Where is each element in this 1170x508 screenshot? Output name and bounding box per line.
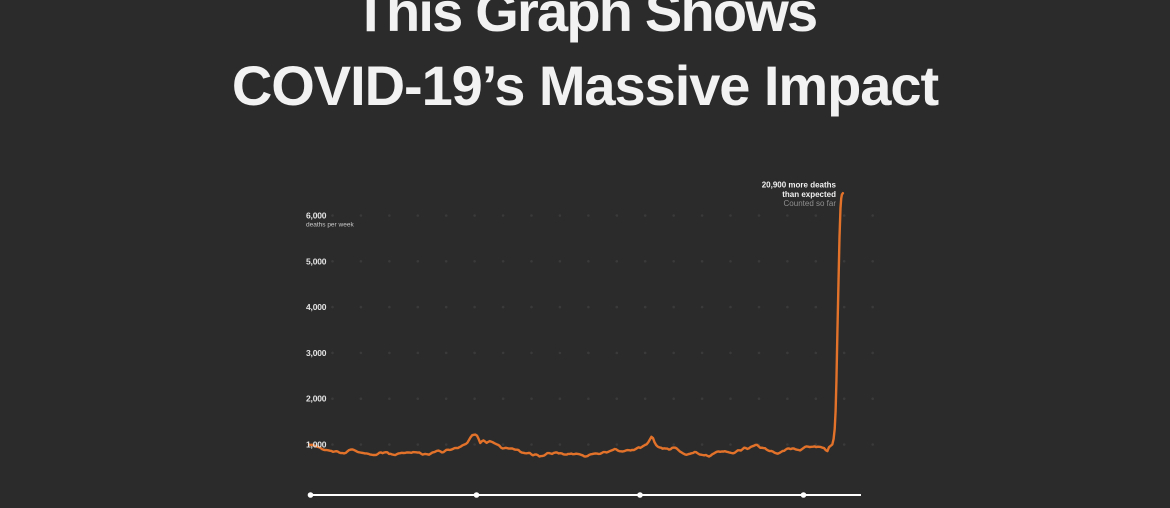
svg-text:than expected: than expected	[782, 190, 836, 199]
svg-text:3,000: 3,000	[306, 348, 327, 358]
svg-text:6,000: 6,000	[306, 211, 327, 221]
svg-text:deaths per week: deaths per week	[306, 222, 354, 229]
svg-text:20,900 more deaths: 20,900 more deaths	[762, 181, 837, 190]
svg-text:4,000: 4,000	[306, 302, 327, 312]
svg-text:Counted so far: Counted so far	[784, 199, 837, 208]
svg-text:2,000: 2,000	[306, 394, 327, 404]
svg-text:1,000: 1,000	[306, 440, 327, 450]
svg-text:5,000: 5,000	[306, 256, 327, 266]
